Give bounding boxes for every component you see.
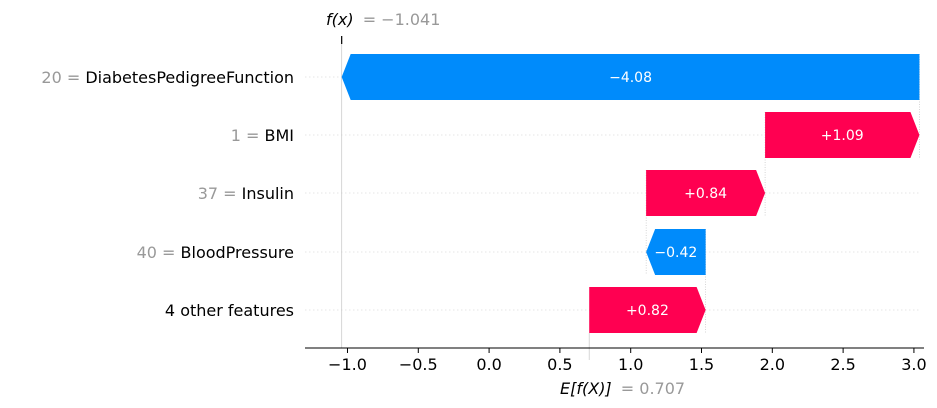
bar-value-label: +0.84 bbox=[684, 186, 727, 202]
x-tick-label: 2.5 bbox=[830, 355, 855, 374]
x-tick-label: 1.0 bbox=[618, 355, 643, 374]
x-tick-label: −1.0 bbox=[328, 355, 367, 374]
base-label-prefix: E[f(X)] bbox=[560, 379, 612, 398]
feature-label: 37 = Insulin bbox=[198, 184, 294, 203]
feature-name: 4 other features bbox=[165, 301, 294, 320]
bar-2 bbox=[646, 170, 766, 216]
x-tick-label: 2.0 bbox=[760, 355, 785, 374]
x-axis: −1.0 −0.5 0.0 0.5 1.0 1.5 2.0 2.5 3.0 bbox=[305, 347, 927, 374]
feature-name: BloodPressure bbox=[181, 243, 294, 262]
feature-name: BMI bbox=[265, 126, 295, 145]
base-value-label: E[f(X)] = 0.707 bbox=[560, 379, 685, 398]
grid-lines bbox=[305, 76, 921, 311]
output-value-label: f(x) = −1.041 bbox=[326, 10, 440, 29]
bars: −4.08 +1.09 +0.84 −0.42 +0.82 bbox=[341, 54, 920, 333]
bar-4 bbox=[589, 287, 706, 333]
feature-name: DiabetesPedigreeFunction bbox=[85, 68, 294, 87]
output-label-prefix: f(x) bbox=[326, 10, 354, 29]
feature-value: 37 = bbox=[198, 184, 242, 203]
bar-value-label: +0.82 bbox=[626, 303, 669, 319]
bar-0 bbox=[341, 54, 920, 100]
x-tick-label: 3.0 bbox=[901, 355, 926, 374]
feature-label: 4 other features bbox=[165, 301, 294, 320]
x-tick-label: 1.5 bbox=[689, 355, 714, 374]
x-tick-label: 0.5 bbox=[547, 355, 572, 374]
output-label-value: = −1.041 bbox=[363, 10, 441, 29]
x-tick-label: −0.5 bbox=[399, 355, 438, 374]
feature-value: 1 = bbox=[231, 126, 265, 145]
feature-label: 20 = DiabetesPedigreeFunction bbox=[41, 68, 294, 87]
base-label-value: = 0.707 bbox=[621, 379, 685, 398]
feature-label: 1 = BMI bbox=[231, 126, 294, 145]
feature-label: 40 = BloodPressure bbox=[137, 243, 294, 262]
feature-value: 40 = bbox=[137, 243, 181, 262]
bar-value-label: −4.08 bbox=[609, 70, 652, 86]
feature-labels: 20 = DiabetesPedigreeFunction 1 = BMI 37 =… bbox=[41, 68, 294, 320]
feature-value: 20 = bbox=[41, 68, 85, 87]
bar-1 bbox=[765, 112, 920, 158]
bar-3 bbox=[646, 229, 706, 275]
bar-value-label: +1.09 bbox=[821, 128, 864, 144]
x-tick-label: 0.0 bbox=[476, 355, 501, 374]
feature-name: Insulin bbox=[242, 184, 294, 203]
bar-value-label: −0.42 bbox=[654, 245, 697, 261]
